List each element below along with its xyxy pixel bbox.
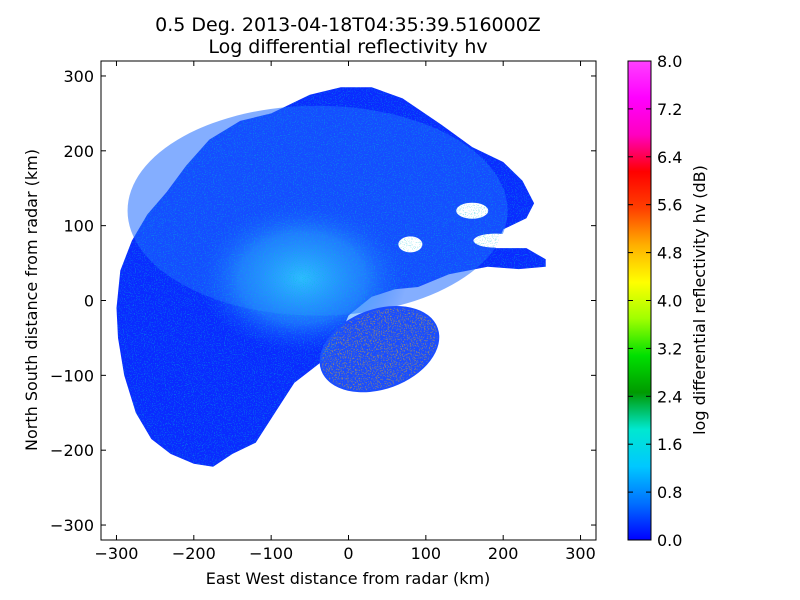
colorbar-tick-label: 5.6	[657, 196, 682, 215]
x-tick-label: 200	[488, 544, 519, 563]
colorbar-tick-label: 2.4	[657, 387, 682, 406]
chart-subtitle: Log differential reflectivity hv	[208, 36, 487, 58]
x-tick-label: 300	[565, 544, 596, 563]
x-tick-label: −300	[94, 544, 138, 563]
plot-area: −300 −200 −100 0 100 200 300 −300 −200 −100 0 100 2…	[50, 60, 597, 563]
x-tick-label: 0	[343, 544, 353, 563]
colorbar-tick-label: 0.0	[657, 531, 682, 550]
radar-echo	[116, 87, 546, 467]
echo-speckle	[321, 307, 438, 391]
y-axis-ticks: −300 −200 −100 0 100 200 300	[50, 67, 596, 535]
echo-main-speckle-green	[116, 87, 546, 467]
colorbar-label: log differential reflectivity hv (dB)	[690, 165, 709, 435]
y-tick-label: −100	[50, 366, 94, 385]
y-tick-label: 0	[84, 292, 94, 311]
chart-title: 0.5 Deg. 2013-04-18T04:35:39.516000Z	[155, 14, 541, 36]
y-tick-label: −300	[50, 516, 94, 535]
y-axis-label: North South distance from radar (km)	[22, 149, 41, 451]
x-tick-label: 100	[411, 544, 442, 563]
colorbar-tick-label: 4.8	[657, 244, 682, 263]
colorbar-tick-label: 3.2	[657, 339, 682, 358]
colorbar-tick-label: 4.0	[657, 292, 682, 311]
x-tick-label: −100	[249, 544, 293, 563]
y-tick-label: 200	[63, 142, 94, 161]
y-tick-label: 300	[63, 67, 94, 86]
colorbar: 0.0 0.8 1.6 2.4 3.2 4.0 4.8 5.6 6.4 7.2 8.0 log di…	[627, 52, 709, 550]
y-tick-label: 100	[63, 217, 94, 236]
colorbar-tick-label: 0.8	[657, 483, 682, 502]
y-tick-label: −200	[50, 441, 94, 460]
colorbar-ticks: 0.0 0.8 1.6 2.4 3.2 4.0 4.8 5.6 6.4 7.2 8.0	[628, 52, 682, 550]
x-tick-label: −200	[172, 544, 216, 563]
x-axis-label: East West distance from radar (km)	[206, 569, 491, 588]
colorbar-tick-label: 8.0	[657, 52, 682, 71]
x-axis-ticks: −300 −200 −100 0 100 200 300	[94, 61, 596, 563]
colorbar-tick-label: 7.2	[657, 100, 682, 119]
colorbar-tick-label: 6.4	[657, 148, 682, 167]
colorbar-tick-label: 1.6	[657, 435, 682, 454]
